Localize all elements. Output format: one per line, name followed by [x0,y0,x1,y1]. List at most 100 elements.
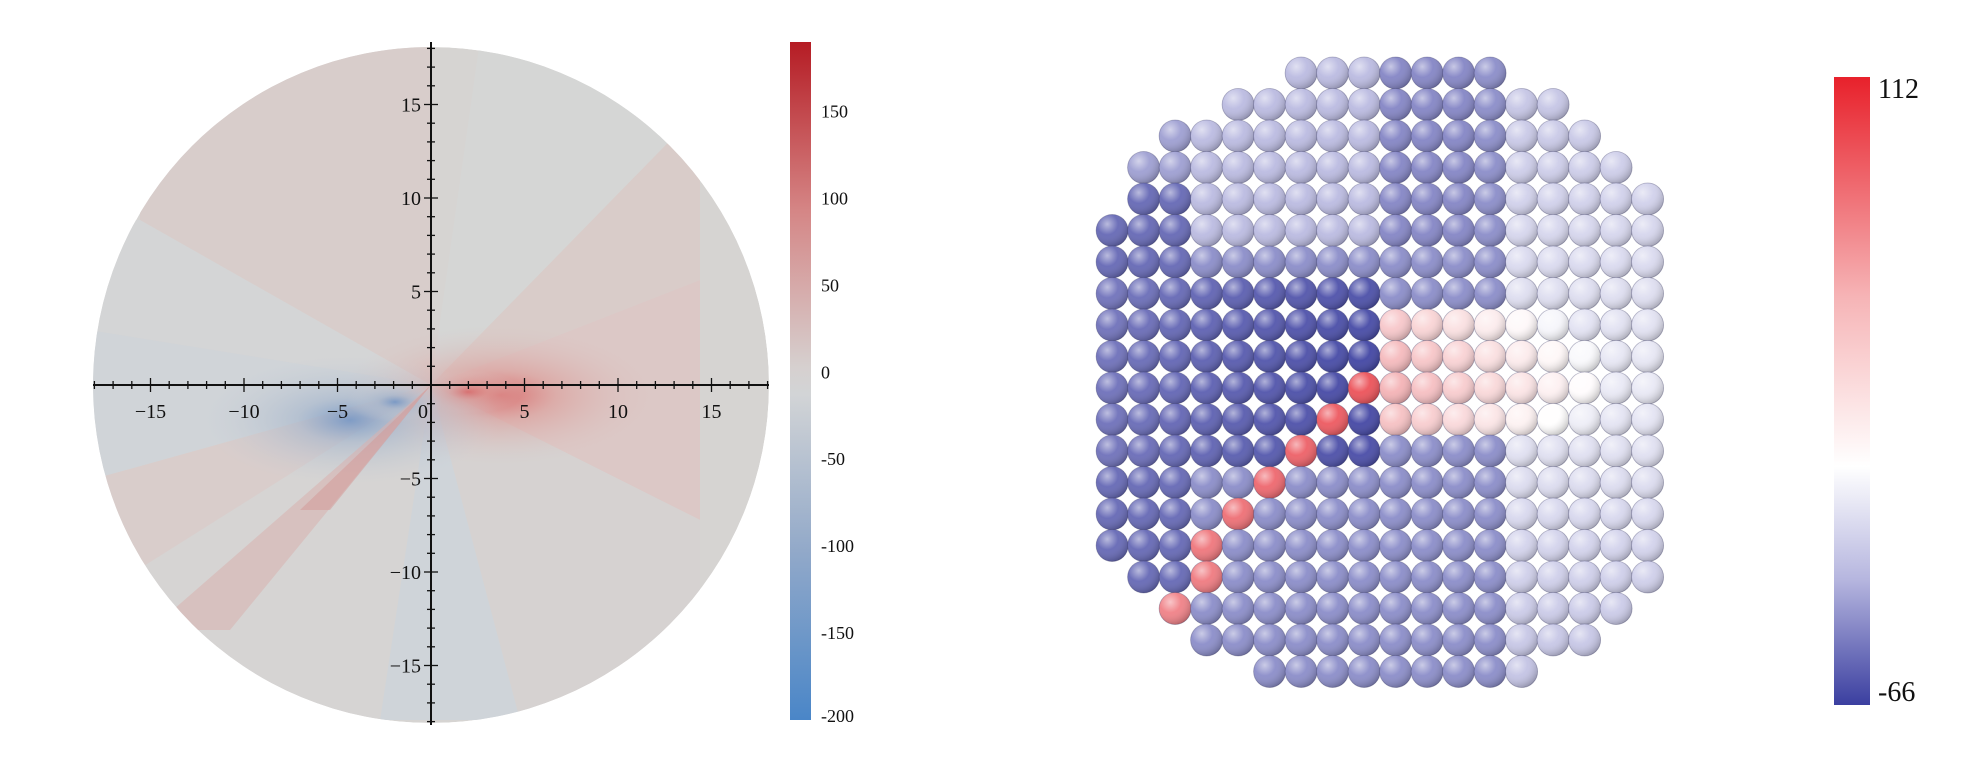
sphere [1253,88,1286,121]
sphere [1095,371,1129,405]
sphere [1127,497,1160,531]
sphere [1473,560,1507,594]
sphere [1221,371,1255,405]
sphere [1284,592,1318,625]
x-tick-label: 0 [418,401,428,423]
sphere [1410,308,1444,342]
sphere [1505,340,1538,373]
sphere [1347,655,1381,688]
sphere [1253,119,1286,153]
sphere [1284,403,1318,436]
sphere [1568,434,1601,468]
sphere [1631,371,1664,405]
sphere [1347,592,1381,625]
sphere [1316,308,1349,342]
sphere [1442,466,1475,499]
sphere [1190,151,1223,184]
sphere [1190,560,1223,594]
sphere [1316,434,1349,468]
sphere [1095,497,1129,531]
sphere [1536,403,1570,436]
sphere [1536,151,1570,184]
sphere [1442,403,1475,436]
colorbar-left-tick-label: -200 [821,706,854,726]
sphere [1442,56,1475,90]
sphere [1536,182,1570,216]
sphere [1253,592,1286,625]
y-minor-ticks [424,47,438,723]
sphere [1253,151,1286,184]
sphere [1473,371,1507,405]
sphere [1190,119,1223,153]
sphere [1158,560,1192,594]
sphere [1536,560,1570,594]
colorbar-right-max-label: 112 [1878,74,1919,105]
colorbar-left-tick-label: -100 [821,536,854,556]
sphere [1536,308,1570,342]
sphere [1347,277,1381,310]
sphere [1095,308,1129,342]
sphere [1158,466,1192,499]
sphere [1347,560,1381,594]
sphere [1190,214,1223,247]
sphere [1190,340,1223,373]
sphere [1379,623,1412,657]
sphere [1095,434,1129,468]
sphere [1410,340,1444,373]
x-tick-label: −15 [135,401,166,423]
sphere [1316,623,1349,657]
sphere [1379,340,1412,373]
sphere [1473,308,1507,342]
sphere [1473,245,1507,279]
sphere [1127,214,1160,247]
sphere [1505,119,1538,153]
sphere [1473,182,1507,216]
sphere [1568,466,1601,499]
sphere [1284,56,1318,90]
sphere [1379,592,1412,625]
sphere [1379,434,1412,468]
sphere [1568,529,1601,562]
sphere [1442,434,1475,468]
sphere [1473,655,1507,688]
sphere [1473,119,1507,153]
sphere [1158,371,1192,405]
sphere [1316,340,1349,373]
sphere [1190,529,1223,562]
sphere [1284,119,1318,153]
sphere [1158,340,1192,373]
x-tick-label: −5 [327,401,348,423]
sphere [1410,371,1444,405]
sphere [1158,529,1192,562]
sphere [1190,308,1223,342]
sphere [1473,592,1507,625]
sphere [1442,497,1475,531]
sphere [1442,277,1475,310]
sphere [1505,655,1538,688]
y-tick-label: −10 [390,562,421,584]
sphere [1253,214,1286,247]
sphere [1347,623,1381,657]
sphere [1379,88,1412,121]
sphere [1568,308,1601,342]
colorbar-left [790,42,811,720]
x-tick-label: 15 [702,401,722,423]
sphere [1158,182,1192,216]
sphere [1505,403,1538,436]
sphere [1316,466,1349,499]
sphere [1631,277,1664,310]
sphere [1505,214,1538,247]
sphere [1221,214,1255,247]
sphere [1379,308,1412,342]
sphere [1190,466,1223,499]
sphere [1316,214,1349,247]
sphere [1221,466,1255,499]
sphere [1127,182,1160,216]
sphere [1505,466,1538,499]
sphere [1536,88,1570,121]
sphere [1253,182,1286,216]
colorbar-left-labels: 150 100 50 0 -50 -100 -150 -200 [821,102,854,726]
sphere [1095,403,1129,436]
sphere [1253,466,1286,499]
